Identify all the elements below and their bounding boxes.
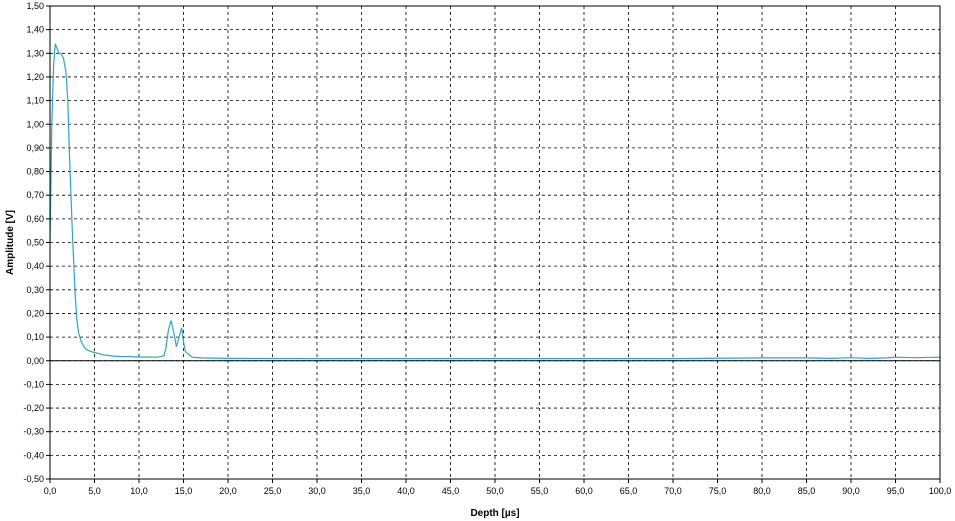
y-tick-label: -0,10 [23,379,44,389]
x-tick-label: 25,0 [264,486,282,496]
y-tick-label: 1,40 [26,25,44,35]
y-tick-label: 0,10 [26,332,44,342]
x-tick-label: 15,0 [175,486,193,496]
y-tick-labels: 1,50 1,40 1,30 1,20 1,10 1,00 0,90 0,80 0,70 0,60… [23,1,50,484]
grid [50,6,940,479]
y-tick-label: 1,50 [26,1,44,11]
x-tick-label: 5,0 [88,486,101,496]
y-tick-label: -0,20 [23,403,44,413]
y-tick-label: -0,50 [23,474,44,484]
y-tick-label: 0,50 [26,238,44,248]
x-tick-labels: 0,0 5,0 10,0 15,0 20,0 25,0 30,0 35,0 40,0 45,0 50… [44,479,952,496]
x-tick-label: 75,0 [709,486,727,496]
y-tick-label: 1,30 [26,48,44,58]
y-tick-label: 1,00 [26,119,44,129]
series-line [49,43,941,360]
x-tick-label: 90,0 [842,486,860,496]
x-tick-label: 80,0 [753,486,771,496]
y-tick-label: 0,80 [26,167,44,177]
y-axis-title: Amplitude [V] [5,210,16,275]
y-tick-label: 0,00 [26,356,44,366]
x-tick-label: 60,0 [575,486,593,496]
y-tick-label: 0,40 [26,261,44,271]
y-tick-label: 0,90 [26,143,44,153]
y-tick-label: -0,40 [23,450,44,460]
x-tick-label: 45,0 [442,486,460,496]
y-tick-label: 0,60 [26,214,44,224]
x-tick-label: 100,0 [929,486,952,496]
y-tick-label: 0,20 [26,308,44,318]
x-tick-label: 70,0 [664,486,682,496]
x-tick-label: 55,0 [531,486,549,496]
y-tick-label: 1,20 [26,72,44,82]
y-tick-label: -0,30 [23,427,44,437]
x-tick-label: 95,0 [887,486,905,496]
y-tick-label: 1,10 [26,96,44,106]
plot-frame [49,5,941,480]
x-tick-label: 50,0 [486,486,504,496]
x-tick-label: 40,0 [397,486,415,496]
x-tick-label: 65,0 [620,486,638,496]
x-tick-label: 0,0 [44,486,57,496]
x-tick-label: 85,0 [798,486,816,496]
x-tick-label: 20,0 [219,486,237,496]
y-tick-label: 0,30 [26,285,44,295]
x-tick-label: 30,0 [308,486,326,496]
x-tick-label: 35,0 [353,486,371,496]
y-tick-label: 0,70 [26,190,44,200]
x-tick-label: 10,0 [130,486,148,496]
x-axis-title: Depth [µs] [470,508,519,519]
